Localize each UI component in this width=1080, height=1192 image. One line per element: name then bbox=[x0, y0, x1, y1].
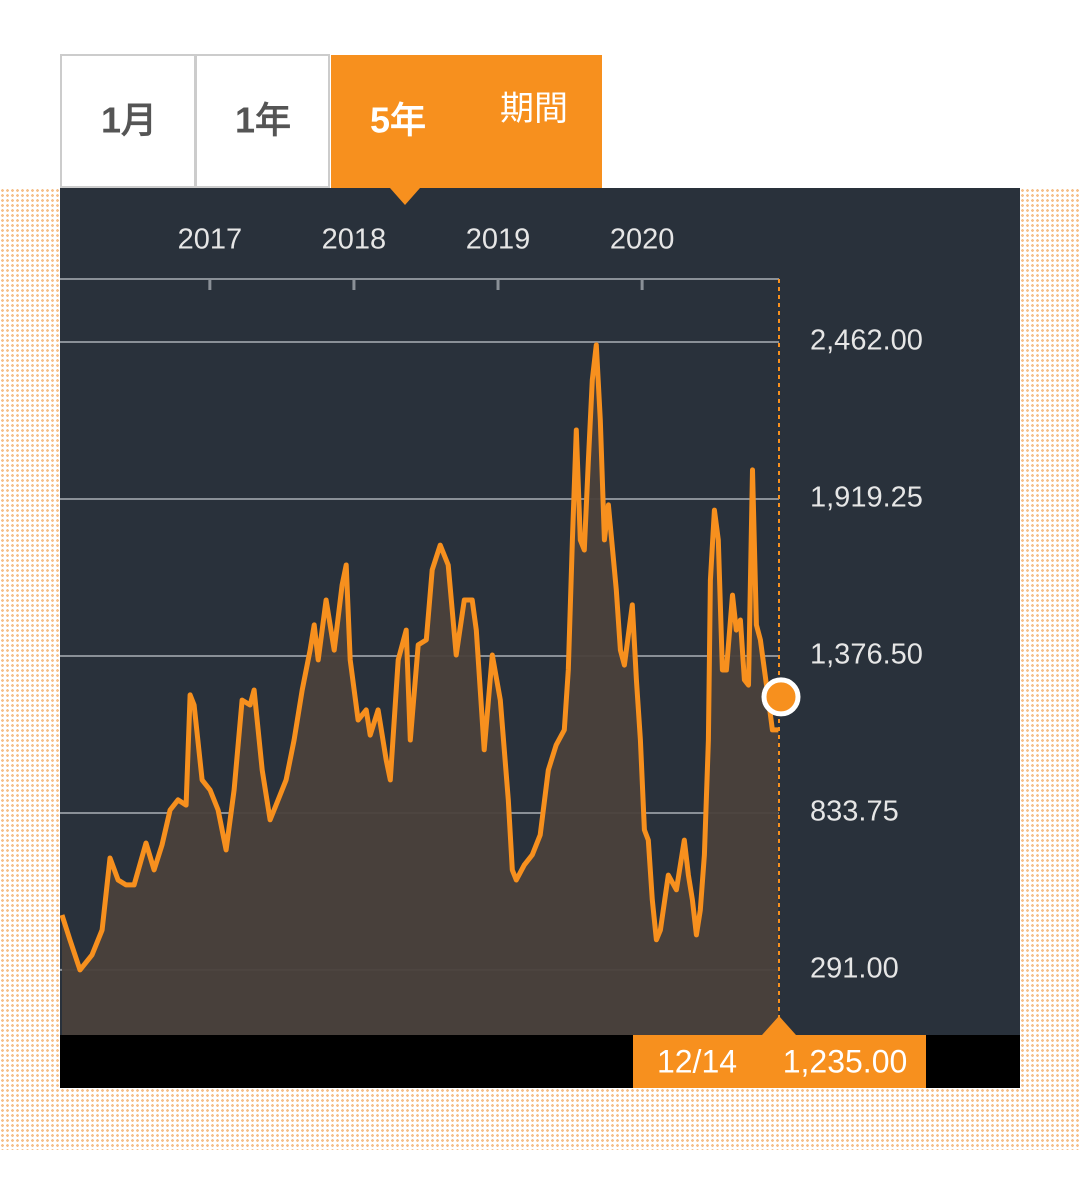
area-fill bbox=[62, 344, 779, 1035]
plot: 2017 2018 2019 2020 291.00 833.75 1,376.50 1,91… bbox=[59, 224, 923, 1035]
x-tick-label: 2019 bbox=[466, 224, 531, 256]
tab-period[interactable] bbox=[465, 55, 602, 188]
price-line bbox=[59, 342, 779, 973]
x-tick-label: 2018 bbox=[322, 224, 387, 256]
y-tick-label: 833.75 bbox=[810, 796, 899, 828]
cursor-date: 12/14 bbox=[657, 1043, 737, 1079]
y-tick-label: 1,919.25 bbox=[810, 482, 923, 514]
x-tick-label: 2020 bbox=[610, 224, 675, 256]
tab-pointer bbox=[390, 188, 420, 205]
current-marker bbox=[761, 677, 801, 717]
cursor-label-box bbox=[633, 1035, 926, 1088]
tab-label: 1年 bbox=[235, 100, 291, 141]
y-tick-label: 291.00 bbox=[810, 953, 899, 985]
y-tick-label: 1,376.50 bbox=[810, 639, 923, 671]
tab-5y[interactable] bbox=[331, 55, 465, 188]
tab-label: 5年 bbox=[370, 100, 426, 141]
cursor-value: 1,235.00 bbox=[783, 1043, 908, 1079]
tab-1m[interactable] bbox=[60, 54, 196, 188]
cursor-pointer bbox=[762, 1016, 796, 1035]
tab-label: 期間 bbox=[500, 90, 568, 128]
x-tick-label: 2017 bbox=[178, 224, 243, 256]
tab-1y[interactable] bbox=[195, 54, 330, 188]
y-tick-label: 2,462.00 bbox=[810, 325, 923, 357]
tab-label: 1月 bbox=[101, 100, 157, 141]
